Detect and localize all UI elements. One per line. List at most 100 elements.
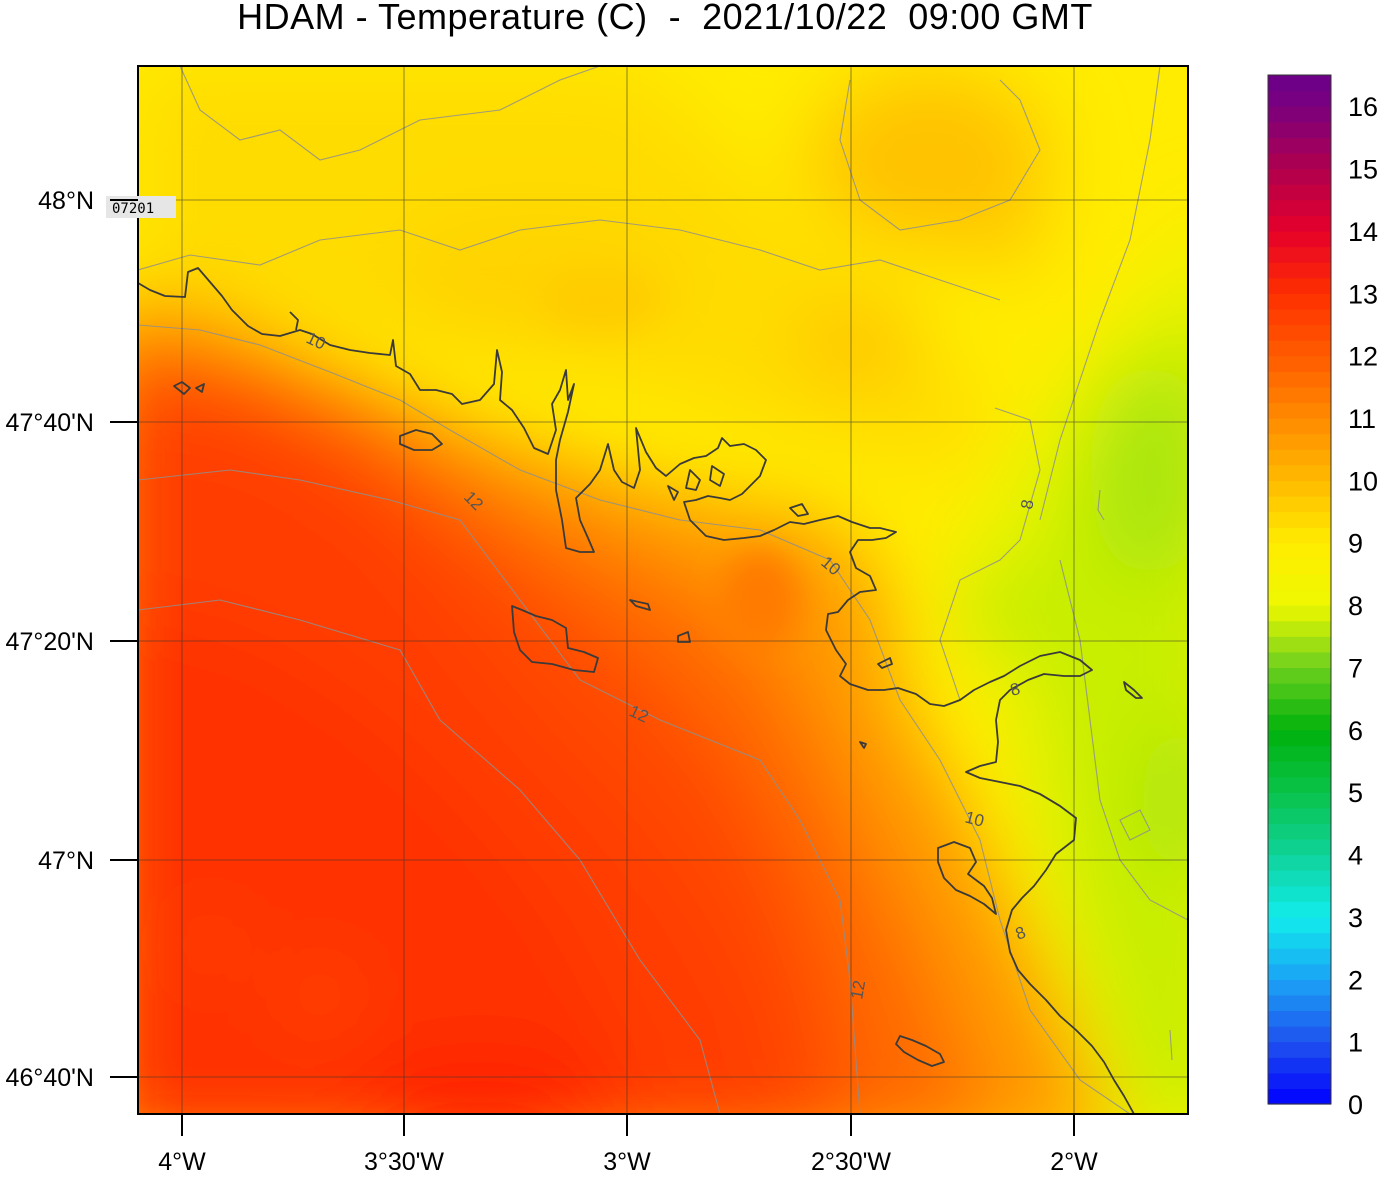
colorbar-band <box>1268 199 1331 216</box>
colorbar-band <box>1268 340 1331 357</box>
colorbar-band <box>1268 807 1331 824</box>
colorbar-band <box>1268 558 1331 575</box>
lon-tick-label: 3°30'W <box>364 1148 444 1176</box>
lat-tick-label: 48°N <box>38 187 94 215</box>
colorbar-tick-label: 14 <box>1348 217 1378 247</box>
colorbar-band <box>1268 605 1331 622</box>
colorbar-band <box>1268 262 1331 279</box>
colorbar-tick-label: 16 <box>1348 92 1378 122</box>
colorbar-band <box>1268 90 1331 107</box>
colorbar-band <box>1268 495 1331 513</box>
axis-ticks <box>110 199 1075 1136</box>
longitude-labels: 4°W 3°30'W 3°W 2°30'W 2°W <box>158 1148 1098 1176</box>
graticule <box>138 66 1188 1114</box>
colorbar-band <box>1268 838 1331 856</box>
colorbar-bands <box>1268 75 1331 1105</box>
colorbar-band <box>1268 932 1331 949</box>
colorbar-band <box>1268 527 1331 544</box>
colorbar-band <box>1268 121 1331 138</box>
colorbar-band <box>1268 901 1331 918</box>
colorbar-band <box>1268 1057 1331 1074</box>
colorbar-band <box>1268 433 1331 450</box>
colorbar-frame <box>1267 74 1332 1105</box>
colorbar-band <box>1268 792 1331 809</box>
colorbar-band <box>1268 184 1331 201</box>
colorbar-tick-label: 12 <box>1348 342 1378 372</box>
colorbar-tick-label: 5 <box>1348 778 1363 808</box>
colorbar-band <box>1268 994 1331 1012</box>
lon-tick-label: 2°W <box>1050 1148 1098 1176</box>
colorbar-band <box>1268 948 1331 965</box>
colorbar-band <box>1268 1026 1331 1043</box>
station-marker[interactable]: 07201 <box>106 196 176 218</box>
colorbar-band <box>1268 106 1331 123</box>
colorbar-tick-label: 3 <box>1348 903 1363 933</box>
colorbar-tick-label: 2 <box>1348 965 1363 995</box>
colorbar-band <box>1268 152 1331 170</box>
colorbar-band <box>1268 386 1331 404</box>
colorbar-tick-label: 10 <box>1348 466 1378 496</box>
colorbar-band <box>1268 402 1331 419</box>
colorbar-band <box>1268 979 1331 996</box>
map-title: HDAM - Temperature (C) - 2021/10/22 09:0… <box>237 0 1093 37</box>
colorbar-tick-label: 4 <box>1348 841 1363 871</box>
colorbar-band <box>1268 355 1331 372</box>
lat-tick-label: 47°20'N <box>6 628 94 656</box>
colorbar-tick-label: 13 <box>1348 279 1378 309</box>
colorbar-tick-label: 7 <box>1348 653 1363 683</box>
coastline <box>138 267 1143 1114</box>
colorbar-tick-label: 15 <box>1348 155 1378 185</box>
colorbar-band <box>1268 963 1331 980</box>
colorbar-tick-label: 9 <box>1348 529 1363 559</box>
colorbar-band <box>1268 1010 1331 1027</box>
colorbar-band <box>1268 246 1331 263</box>
colorbar-band <box>1268 823 1331 840</box>
station-id: 07201 <box>112 201 154 217</box>
lat-tick-label: 47°40'N <box>6 409 94 437</box>
colorbar-band <box>1268 371 1331 388</box>
colorbar-band <box>1268 215 1331 232</box>
lon-tick-label: 4°W <box>158 1148 206 1176</box>
colorbar-band <box>1268 324 1331 341</box>
colorbar-band <box>1268 464 1331 481</box>
contour-lines <box>138 66 1188 1114</box>
colorbar-band <box>1268 916 1331 934</box>
lat-tick-label: 46°40'N <box>6 1064 94 1092</box>
colorbar-band <box>1268 573 1331 591</box>
colorbar-band <box>1268 293 1331 310</box>
colorbar-band <box>1268 1041 1331 1058</box>
colorbar-band <box>1268 870 1331 887</box>
colorbar-band <box>1268 277 1331 294</box>
colorbar-band <box>1268 683 1331 700</box>
station-label-box <box>106 196 176 218</box>
colorbar-band <box>1268 308 1331 326</box>
colorbar-band <box>1268 480 1331 497</box>
colorbar-tick-label: 6 <box>1348 716 1363 746</box>
colorbar-band <box>1268 636 1331 653</box>
contour-label: 12 <box>847 979 869 1001</box>
map-frame <box>137 65 1189 1115</box>
colorbar-tick-label: 11 <box>1348 404 1376 434</box>
colorbar-band <box>1268 745 1331 762</box>
lon-tick-label: 3°W <box>603 1148 651 1176</box>
colorbar-band <box>1268 667 1331 684</box>
colorbar-band <box>1268 714 1331 731</box>
colorbar-band <box>1268 75 1331 92</box>
contour-label: 8 <box>1017 498 1037 511</box>
latitude-labels: 48°N 47°40'N 47°20'N 47°N 46°40'N <box>6 187 94 1092</box>
colorbar-band <box>1268 418 1331 435</box>
colorbar-band <box>1268 1088 1331 1105</box>
colorbar-band <box>1268 542 1331 559</box>
colorbar-band <box>1268 698 1331 715</box>
colorbar-band <box>1268 168 1331 185</box>
colorbar-band <box>1268 137 1331 154</box>
colorbar-tick-label: 8 <box>1348 591 1363 621</box>
colorbar-band <box>1268 589 1331 606</box>
colorbar-band <box>1268 776 1331 793</box>
lat-tick-label: 47°N <box>38 847 94 875</box>
contour-label: 10 <box>963 808 986 831</box>
colorbar-band <box>1268 729 1331 747</box>
temperature-field <box>138 66 1188 1114</box>
